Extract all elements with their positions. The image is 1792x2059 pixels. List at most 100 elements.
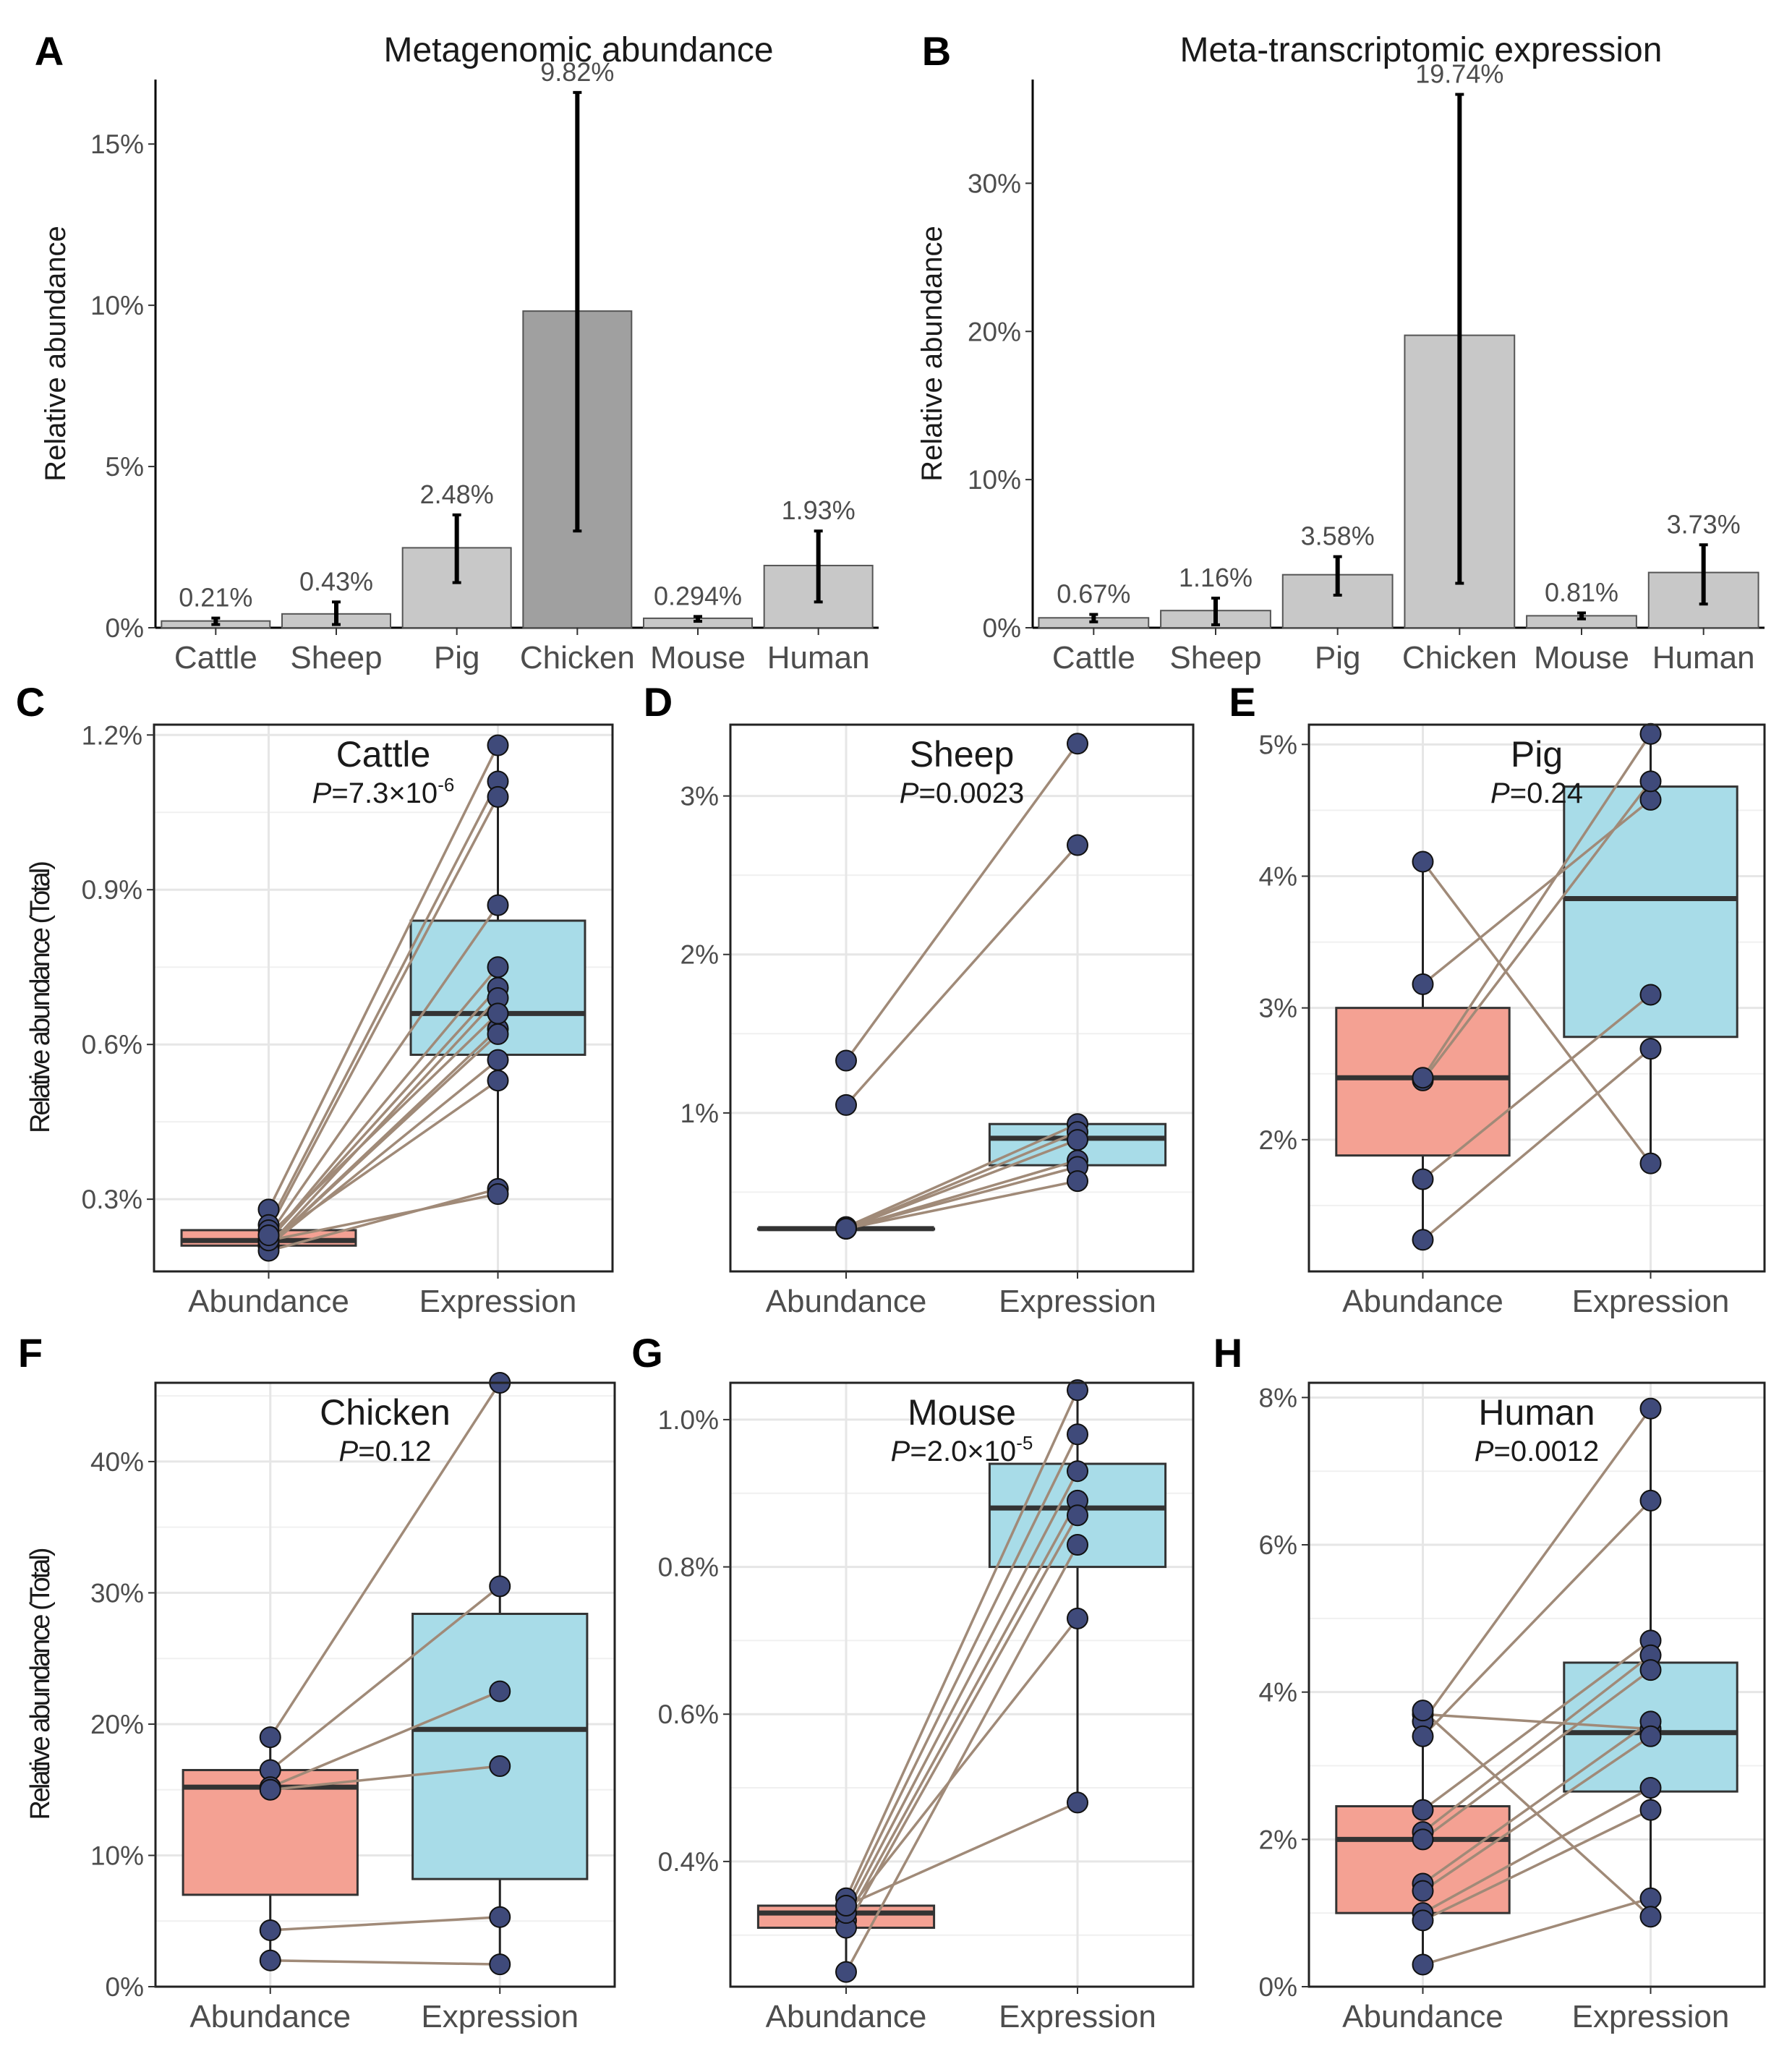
paired-line — [845, 1500, 1079, 1922]
x-tick-label: Abundance — [189, 1999, 351, 2034]
p-value: P=0.12 — [339, 1436, 432, 1467]
panel-title: Meta-transcriptomic expression — [1180, 31, 1663, 69]
value-label: 0.21% — [179, 583, 252, 613]
x-tick-label: Cattle — [174, 640, 257, 675]
y-tick-label: 0.4% — [658, 1847, 719, 1877]
panel-letter: B — [922, 28, 951, 74]
y-tick-label: 6% — [1259, 1530, 1297, 1560]
y-tick-label: 20% — [90, 1710, 144, 1739]
panel-B: B Meta-transcriptomic expression Relative … — [916, 28, 1765, 675]
panel-letter: G — [631, 1330, 663, 1376]
abundance-point — [1412, 1725, 1434, 1747]
abundance-point — [1412, 1953, 1434, 1976]
expression-point — [487, 1070, 509, 1092]
expression-point — [1639, 788, 1662, 811]
x-tick-label: Human — [1652, 640, 1755, 675]
paired-line — [1422, 1809, 1652, 1922]
paired-line — [268, 1193, 498, 1242]
y-tick-label: 15% — [90, 129, 144, 159]
p-symbol: P — [339, 1436, 359, 1467]
abundance-point — [1412, 1067, 1434, 1089]
paired-line — [845, 1389, 1079, 1899]
x-tick-label: Chicken — [520, 640, 635, 675]
paired-line — [845, 1138, 1078, 1230]
value-label: 0.43% — [299, 566, 373, 596]
abundance-point — [835, 1894, 857, 1917]
y-tick-label: 30% — [90, 1578, 144, 1608]
paired-line — [270, 1916, 500, 1932]
paired-line — [845, 743, 1079, 1062]
panel-title: Pig — [1511, 734, 1563, 775]
y-tick-label: 2% — [1259, 1125, 1297, 1155]
x-tick-label: Pig — [434, 640, 480, 675]
value-label: 0.294% — [654, 581, 742, 610]
abundance-point — [259, 1949, 281, 1971]
y-tick-label: 30% — [968, 169, 1021, 198]
y-tick-label: 0.6% — [658, 1700, 719, 1729]
expression-point — [1639, 1777, 1662, 1799]
panel-letter: C — [16, 679, 45, 725]
panel-frame — [729, 1381, 1195, 1988]
abundance-point — [1412, 1828, 1434, 1851]
x-tick-label: Expression — [1572, 1999, 1730, 2034]
p-value: P=0.24 — [1490, 777, 1583, 809]
y-tick-label: 20% — [968, 317, 1021, 346]
x-tick-label: Expression — [1572, 1284, 1730, 1319]
value-label: 1.93% — [782, 495, 856, 525]
expression-point — [489, 1906, 511, 1928]
panel-frame — [729, 723, 1195, 1273]
y-tick-label: 10% — [90, 1841, 144, 1870]
x-tick-label: Cattle — [1052, 640, 1135, 675]
y-tick-label: 0.8% — [658, 1553, 719, 1582]
y-tick-label: 0% — [983, 613, 1021, 643]
paired-line — [268, 1079, 499, 1242]
expression-point — [1067, 1129, 1088, 1151]
expression-point — [1067, 1791, 1088, 1814]
value-label: 0.67% — [1057, 579, 1130, 609]
y-tick-label: 0% — [106, 613, 144, 643]
paired-line — [1422, 780, 1652, 1081]
expression-point — [1067, 1379, 1088, 1402]
p-value-text: =7.3×10 — [331, 777, 438, 809]
value-label: 9.82% — [540, 57, 614, 87]
value-label: 3.73% — [1667, 509, 1741, 539]
paired-line — [845, 1514, 1079, 1929]
paired-line — [1422, 1786, 1652, 1914]
x-tick-label: Expression — [421, 1999, 579, 2034]
abundance-point — [259, 1726, 281, 1749]
y-tick-label: 0% — [106, 1972, 144, 2002]
y-tick-label: 2% — [680, 940, 719, 970]
expression-point — [1067, 733, 1088, 755]
expression-point — [487, 956, 509, 979]
p-value-exponent: -6 — [438, 774, 454, 796]
expression-point — [489, 1953, 511, 1976]
x-tick-label: Expression — [999, 1284, 1156, 1319]
paired-line — [845, 1122, 1078, 1229]
expression-point — [489, 1575, 511, 1598]
y-tick-label: 1.2% — [82, 720, 142, 750]
expression-point — [1639, 1799, 1662, 1821]
expression-point — [487, 1002, 509, 1025]
expression-point — [1067, 1170, 1088, 1193]
paired-line — [1422, 1709, 1652, 1918]
paired-line — [1422, 1047, 1652, 1241]
y-tick-label: 0.3% — [82, 1185, 142, 1214]
expression-point — [489, 1755, 511, 1778]
expression-point — [487, 1023, 509, 1045]
paired-line — [270, 1689, 500, 1789]
p-value: P=0.0023 — [900, 777, 1024, 809]
expression-point — [1067, 1504, 1088, 1527]
panel-title: Cattle — [336, 734, 431, 775]
y-tick-label: 1% — [680, 1099, 719, 1128]
p-symbol: P — [1490, 777, 1510, 809]
expression-point — [489, 1680, 511, 1702]
paired-line — [268, 966, 499, 1242]
paired-line — [1422, 1897, 1651, 1966]
panel-frame — [1307, 723, 1766, 1273]
paired-line — [845, 1165, 1078, 1230]
x-tick-label: Chicken — [1402, 640, 1517, 675]
paired-line — [1422, 1668, 1652, 1841]
